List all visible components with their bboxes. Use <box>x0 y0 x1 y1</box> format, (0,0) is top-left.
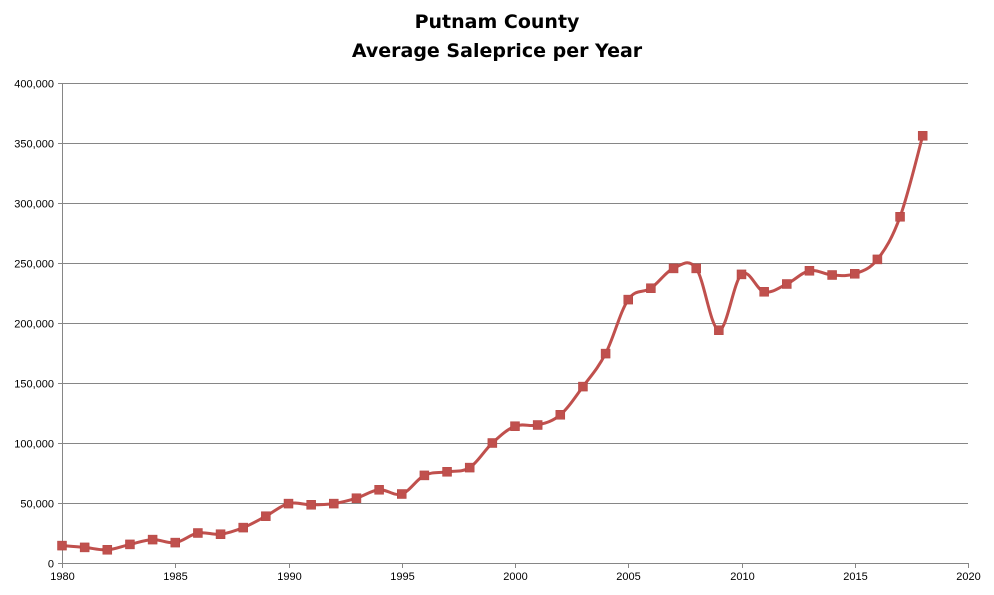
x-tick-label: 2020 <box>956 571 980 583</box>
y-tick-label: 0 <box>48 559 54 571</box>
data-point-marker <box>147 534 158 545</box>
data-point-marker <box>782 279 792 289</box>
data-point-marker <box>623 294 633 305</box>
data-point-marker <box>79 542 90 553</box>
data-point-marker <box>397 489 407 499</box>
data-point-marker <box>578 381 588 392</box>
data-point-marker <box>374 485 384 495</box>
data-point-marker <box>691 263 701 274</box>
x-tick-label: 1980 <box>50 571 74 583</box>
data-point-marker <box>555 410 566 420</box>
y-tick-label: 300,000 <box>14 199 54 211</box>
y-tick-label: 250,000 <box>14 259 54 271</box>
y-tick-label: 400,000 <box>14 79 54 91</box>
data-point-marker <box>827 270 837 280</box>
data-point-marker <box>532 420 543 430</box>
data-point-marker <box>329 498 339 509</box>
y-tick-label: 150,000 <box>14 379 54 391</box>
data-point-marker <box>487 438 498 448</box>
data-point-marker <box>668 263 679 274</box>
data-point-marker <box>442 467 452 477</box>
data-point-marker <box>193 528 203 538</box>
data-point-marker <box>419 470 430 481</box>
data-point-marker <box>238 522 248 533</box>
x-tick-label: 1985 <box>163 571 187 583</box>
x-tick-label: 2000 <box>503 571 527 583</box>
chart-title-line-1: Putnam County <box>414 11 580 33</box>
data-point-marker <box>917 131 928 141</box>
x-tick-label: 2015 <box>843 571 867 583</box>
x-tick-label: 2010 <box>730 571 754 583</box>
data-point-marker <box>872 254 883 265</box>
y-tick-label: 50,000 <box>20 499 54 511</box>
data-point-marker <box>804 266 815 276</box>
data-point-marker <box>283 498 294 509</box>
data-point-marker <box>102 545 113 555</box>
y-tick-label: 100,000 <box>14 439 54 451</box>
data-point-marker <box>646 283 656 293</box>
data-point-marker <box>170 537 180 548</box>
data-point-marker <box>736 269 747 280</box>
x-tick-label: 1995 <box>390 571 414 583</box>
data-point-marker <box>57 540 67 551</box>
data-point-marker <box>464 462 475 473</box>
data-point-marker <box>714 325 724 335</box>
x-tick-label: 2005 <box>616 571 640 583</box>
data-point-marker <box>261 511 271 521</box>
data-point-marker <box>600 348 611 359</box>
data-point-marker <box>895 212 905 222</box>
x-tick-label: 1990 <box>277 571 301 583</box>
series-line <box>60 134 925 552</box>
data-point-marker <box>215 529 226 539</box>
data-point-marker <box>351 493 362 503</box>
chart-title-line-2: Average Saleprice per Year <box>351 40 643 62</box>
data-point-marker <box>510 421 520 431</box>
data-point-marker <box>850 269 860 279</box>
y-tick-label: 350,000 <box>14 139 54 151</box>
data-point-marker <box>759 287 769 297</box>
data-point-marker <box>125 539 135 550</box>
y-tick-label: 200,000 <box>14 319 54 331</box>
data-point-marker <box>306 500 316 510</box>
